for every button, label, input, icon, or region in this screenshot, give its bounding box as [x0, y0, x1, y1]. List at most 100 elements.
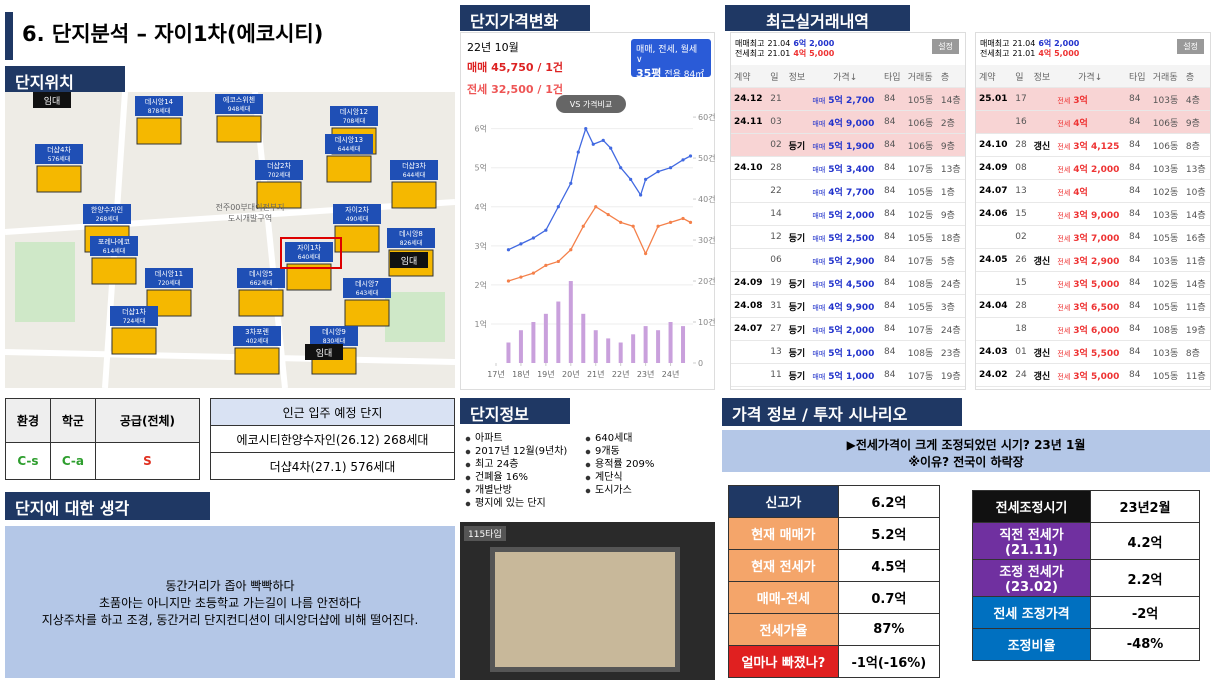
- cell: 등기: [785, 317, 810, 341]
- trade-table: 계약 일 정보 가격↓ 타입 거래동 층 25.01 17 전세 3억 84 103동 4층 16 전세 4억 8…: [976, 65, 1210, 389]
- y-tick-label: 5억: [475, 163, 487, 173]
- cell-text: 84: [884, 370, 896, 380]
- cell: 05: [767, 386, 786, 389]
- cell: 매매 5억 2,700: [809, 87, 882, 111]
- cell: 25.01: [976, 87, 1013, 111]
- cell-text: 27: [770, 324, 782, 334]
- cell: 매매 4억 7,700: [809, 179, 882, 203]
- cell: 24.04: [976, 294, 1013, 318]
- cell-text: 4층: [1185, 95, 1200, 106]
- cell: 매매 5억 2,500: [809, 225, 882, 249]
- map-tag: [237, 268, 285, 288]
- info-item: 최고 24층: [465, 458, 568, 471]
- cell-text: 28: [770, 163, 782, 173]
- cell-text: 102동: [907, 210, 934, 221]
- cell: 28: [1012, 294, 1031, 318]
- cell-text: 매매: [812, 211, 826, 220]
- cell-text: 8층: [1185, 348, 1200, 359]
- cell-text: 3층: [940, 302, 955, 313]
- cell-text: 24.07: [979, 186, 1008, 196]
- map-tag: [325, 134, 373, 154]
- volume-bar: [506, 342, 511, 363]
- map-tag: [90, 236, 138, 256]
- date: 22년 10월: [467, 41, 519, 54]
- point: [609, 146, 613, 150]
- cell-text: 전세: [1057, 96, 1071, 105]
- cell-text: 28: [1015, 140, 1027, 150]
- map-label: 자이1차: [297, 243, 321, 252]
- point: [569, 248, 573, 252]
- cell-text: 13층: [1185, 164, 1206, 175]
- column-header: 정보: [785, 65, 810, 88]
- point: [688, 220, 693, 224]
- cell: 24.05: [976, 248, 1013, 272]
- cell-text: 매매: [812, 349, 826, 358]
- max-part: 21.01: [767, 49, 791, 58]
- cell-text: 14층: [940, 95, 961, 106]
- point: [668, 220, 673, 224]
- cell: 매매 4억 9,900: [809, 294, 882, 318]
- scenario-row: 직전 전세가(21.11) 4.2억: [971, 522, 1200, 560]
- cell: 84: [881, 156, 905, 180]
- cell: [731, 363, 768, 387]
- scenario-row: 얼마나 빠졌나? -1억(-16%): [728, 645, 941, 678]
- cell-text: 등기: [788, 325, 806, 336]
- scenario-label: 조정비율: [971, 628, 1092, 661]
- cell-text: 4억 7,700: [828, 187, 875, 198]
- cell: 갱신: [1030, 340, 1055, 364]
- size: 35평: [636, 67, 662, 80]
- cell: 84: [881, 179, 905, 203]
- cell: 84: [1126, 87, 1150, 111]
- scenario-row: 현재 매매가 5.2억: [728, 517, 941, 550]
- cell-text: 84: [884, 163, 896, 173]
- cell-text: 84: [1129, 140, 1141, 150]
- scenario-label: 직전 전세가(21.11): [971, 522, 1092, 560]
- scenario-value: -48%: [1090, 628, 1200, 661]
- filter-box[interactable]: 매매, 전세, 월세 ∨ 35평 전용 84㎡: [631, 39, 711, 80]
- cell-text: 24.04: [979, 301, 1008, 311]
- settings-button[interactable]: 설정: [932, 39, 959, 54]
- cell-text: 3억 6,500: [1073, 302, 1120, 313]
- cell: 84: [881, 202, 905, 226]
- cell: 27: [767, 317, 786, 341]
- cell: 84: [881, 363, 905, 387]
- column-header: 타입: [1126, 65, 1150, 88]
- cell: [785, 87, 810, 111]
- trade-row: 24.03 01 갱신 전세 3억 5,500 84 103동 8층: [976, 340, 1210, 364]
- settings-button[interactable]: 설정: [1177, 39, 1204, 54]
- x-tick-label: 17년: [487, 369, 505, 379]
- trade-row: 15 전세 3억 5,000 84 102동 14층: [976, 271, 1210, 295]
- trade-table: 계약 일 정보 가격↓ 타입 거래동 층 24.12 21 매매 5억 2,700 84 105동 14층…: [731, 65, 965, 389]
- cell: 84: [1126, 248, 1150, 272]
- cell-text: 5억 2,900: [828, 256, 875, 267]
- cell-text: 갱신: [1033, 371, 1051, 382]
- upcoming-row: 더샵4차(27.1) 576세대: [210, 452, 455, 480]
- max-line: 전세최고 21.01 4억 5,000: [735, 48, 837, 59]
- cell-text: 84: [884, 186, 896, 196]
- cell: [731, 133, 768, 157]
- y2-tick-label: 50건: [698, 153, 716, 163]
- point: [544, 228, 548, 232]
- cell: [785, 202, 810, 226]
- cell-text: 매매: [812, 188, 826, 197]
- scenario-row: 전세가율 87%: [728, 613, 941, 646]
- cell: 84: [1126, 386, 1150, 389]
- point: [656, 224, 660, 228]
- cell-text: 102동: [1152, 187, 1179, 198]
- trade-row: 13 등기 매매 5억 1,000 84 108동 23층: [731, 340, 965, 364]
- point: [644, 252, 648, 256]
- map-label: 더샵2차: [267, 161, 291, 170]
- cell: 103동: [1149, 248, 1183, 272]
- cell: 매매 5억 2,900: [809, 248, 882, 272]
- max-part: 21.04: [1012, 39, 1036, 48]
- upcoming-row: 에코시티한양수자인(26.12) 268세대: [210, 425, 455, 453]
- trade-row: 22 매매 4억 7,700 84 105동 1층: [731, 179, 965, 203]
- map-label: 데시앙9: [322, 328, 346, 336]
- cell: 3층: [937, 294, 965, 318]
- cell: 매매 5억 3,400: [809, 156, 882, 180]
- thought-line: 지상주차를 하고 조경, 동간거리 단지컨디션이 데시앙더샵에 비해 떨어진다.: [41, 612, 419, 627]
- map-tag: [255, 160, 303, 180]
- cell-text: 84: [1129, 278, 1141, 288]
- map-tag: [135, 96, 183, 116]
